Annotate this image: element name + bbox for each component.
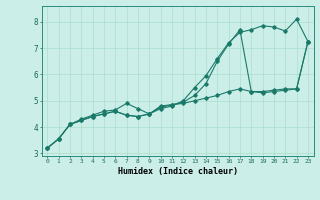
X-axis label: Humidex (Indice chaleur): Humidex (Indice chaleur) [118, 167, 237, 176]
